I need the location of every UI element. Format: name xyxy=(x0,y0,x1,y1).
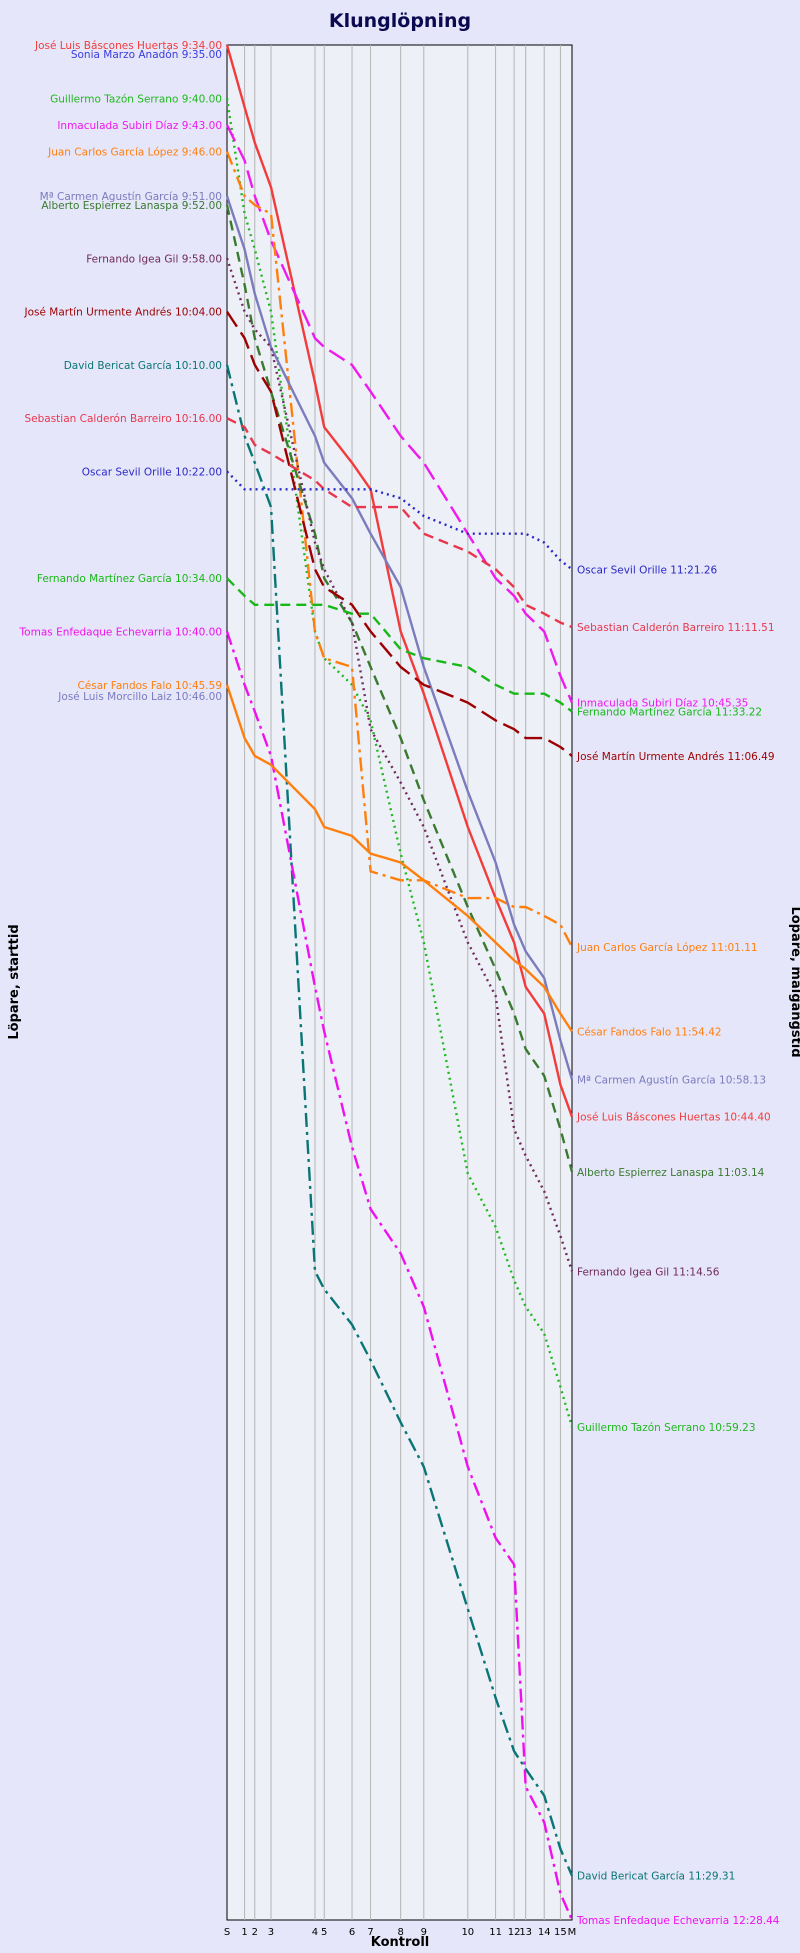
start-label: Fernando Martínez García 10:34.00 xyxy=(37,573,222,585)
chart-title: Klunglöpning xyxy=(329,10,471,32)
series-line xyxy=(225,151,574,948)
start-label: Juan Carlos García López 9:46.00 xyxy=(47,147,222,159)
series-line xyxy=(225,98,574,1428)
x-tick-label: 7 xyxy=(367,1927,373,1938)
x-tick-label: M xyxy=(568,1927,577,1938)
start-label: José Luis Báscones Huertas 9:34.00 xyxy=(34,40,222,52)
x-tick-label: 15 xyxy=(554,1927,567,1938)
series-line xyxy=(225,44,574,1118)
finish-label: Mª Carmen Agustín García 10:58.13 xyxy=(577,1074,766,1086)
series-line xyxy=(225,364,574,1877)
finish-label: Alberto Espierrez Lanaspa 11:03.14 xyxy=(577,1167,765,1179)
start-label: Inmaculada Subiri Díaz 9:43.00 xyxy=(57,120,222,132)
x-tick-label: 9 xyxy=(421,1927,427,1938)
start-label: Mª Carmen Agustín García 9:51.00 xyxy=(40,191,222,203)
finish-label: Inmaculada Subiri Díaz 10:45.35 xyxy=(577,698,748,710)
finish-label: Tomas Enfedaque Echevarria 12:28.44 xyxy=(576,1915,780,1927)
finish-label: Fernando Igea Gil 11:14.56 xyxy=(577,1266,720,1278)
series-line xyxy=(225,195,574,1080)
x-tick-label: 10 xyxy=(461,1927,474,1938)
x-tick-label: 4 xyxy=(312,1927,318,1938)
series-lines xyxy=(225,44,574,1921)
start-labels: José Luis Báscones Huertas 9:34.00Sonia … xyxy=(19,40,222,703)
x-tick-label: 2 xyxy=(252,1927,258,1938)
x-tick-label: 14 xyxy=(538,1927,551,1938)
finish-label: José Luis Báscones Huertas 10:44.40 xyxy=(576,1112,771,1124)
x-tick-label: 11 xyxy=(489,1927,502,1938)
series-line xyxy=(225,204,574,1173)
finish-labels: José Luis Báscones Huertas 10:44.40 Guill… xyxy=(576,564,780,1927)
start-label: Oscar Sevil Orille 10:22.00 xyxy=(82,467,222,479)
series-line xyxy=(225,631,574,1921)
series-line xyxy=(225,684,574,1033)
start-label: César Fandos Falo 10:45.59 xyxy=(77,680,222,692)
start-label: Tomas Enfedaque Echevarria 10:40.00 xyxy=(19,626,222,638)
y-axis-label-right: Löpare, målgångstid xyxy=(788,906,800,1057)
start-label: Sebastian Calderón Barreiro 10:16.00 xyxy=(24,413,222,425)
finish-label: César Fandos Falo 11:54.42 xyxy=(577,1026,722,1038)
start-label: Fernando Igea Gil 9:58.00 xyxy=(86,253,222,265)
series-line xyxy=(225,310,573,757)
start-label: José Luis Morcillo Laiz 10:46.00 xyxy=(57,691,222,703)
start-label: David Bericat García 10:10.00 xyxy=(64,360,222,372)
series-line xyxy=(225,124,574,704)
finish-label: Oscar Sevil Orille 11:21.26 xyxy=(577,564,718,576)
finish-label: Guillermo Tazón Serrano 10:59.23 xyxy=(577,1422,756,1434)
plot-area xyxy=(226,44,573,1921)
x-tick-label: 13 xyxy=(519,1927,532,1938)
start-label: Guillermo Tazón Serrano 9:40.00 xyxy=(50,93,222,105)
y-axis-label-left: Löpare, starttid xyxy=(7,924,22,1039)
x-tick-label: 5 xyxy=(321,1927,327,1938)
start-label: José Martín Urmente Andrés 10:04.00 xyxy=(23,307,222,319)
series-line xyxy=(226,417,573,629)
finish-label: Fernando Martínez García 11:33.22 xyxy=(577,706,762,718)
x-tick-label: 12 xyxy=(508,1927,521,1938)
x-tick-label: 8 xyxy=(397,1927,403,1938)
finish-label: José Martín Urmente Andrés 11:06.49 xyxy=(576,751,775,763)
x-axis-label: Kontroll xyxy=(371,1935,430,1950)
finish-label: Sebastian Calderón Barreiro 11:11.51 xyxy=(577,622,775,634)
x-tick-label: 6 xyxy=(349,1927,355,1938)
start-label: Alberto Espierrez Lanaspa 9:52.00 xyxy=(41,200,222,212)
x-tick-label: S xyxy=(224,1927,230,1938)
finish-label: David Bericat García 11:29.31 xyxy=(577,1871,735,1883)
series-line xyxy=(225,257,574,1272)
x-tick-label: 3 xyxy=(268,1927,274,1938)
x-tick-label: 1 xyxy=(241,1927,247,1938)
series-line xyxy=(226,577,573,713)
finish-label: Juan Carlos García López 11:01.11 xyxy=(576,942,758,954)
start-label: Sonia Marzo Anadón 9:35.00 xyxy=(71,49,222,61)
